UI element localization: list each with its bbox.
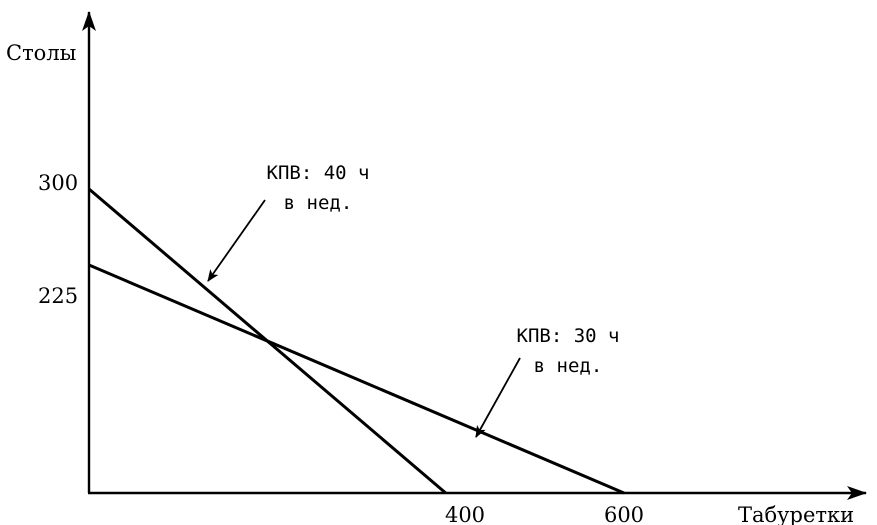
x-axis-label: Табуретки (738, 503, 854, 525)
y-axis-label: Столы (6, 41, 76, 65)
annotation-40h-line1: КПВ: 40 ч (267, 162, 370, 184)
annotation-30h-arrow (475, 357, 521, 438)
y-tick-label-300: 300 (38, 171, 78, 195)
annotation-30h-line2: в нед. (534, 355, 603, 377)
annotation-40h-line2: в нед. (284, 192, 353, 214)
y-tick-label-225: 225 (38, 284, 78, 308)
annotation-30h-line1: КПВ: 30 ч (517, 325, 620, 347)
x-tick-label-600: 600 (604, 503, 644, 525)
x-tick-label-400: 400 (445, 503, 485, 525)
ppf-line-30h (88, 263, 625, 495)
annotation-40h-arrow (207, 199, 266, 282)
